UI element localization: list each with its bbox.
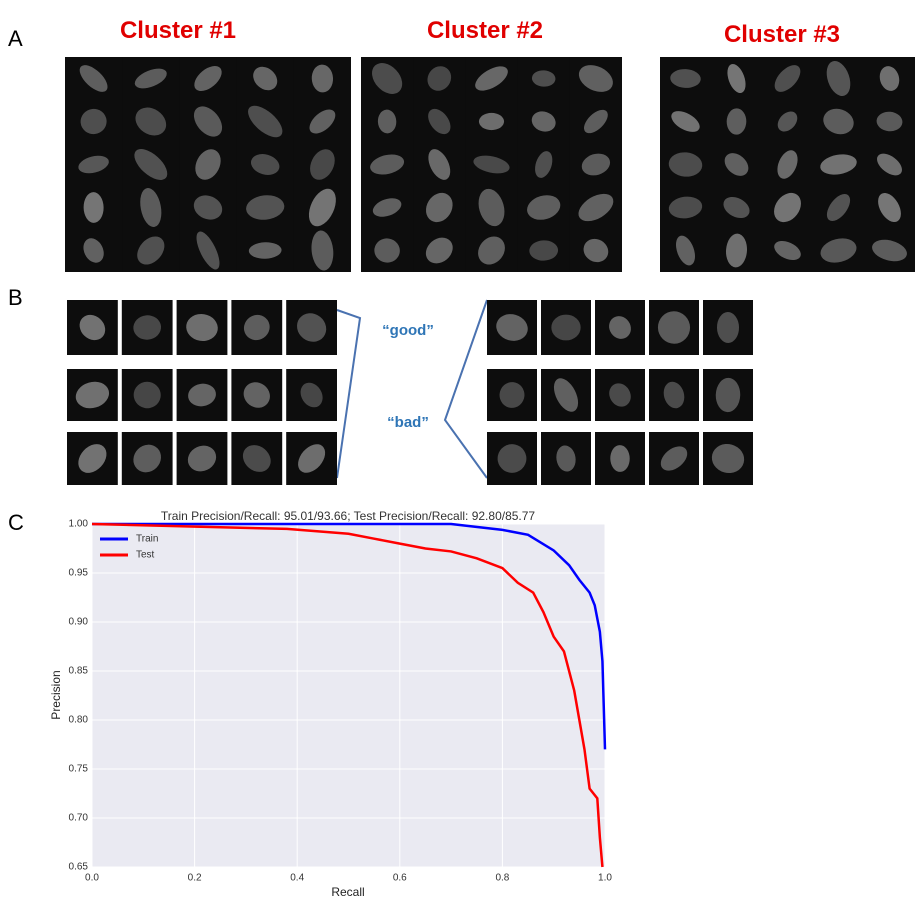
y-tick-label: 0.95 xyxy=(69,568,89,579)
y-tick-label: 0.70 xyxy=(69,813,89,824)
y-tick-label: 0.85 xyxy=(69,666,89,677)
bracket xyxy=(337,310,360,478)
x-tick-label: 0.6 xyxy=(393,873,407,884)
x-tick-label: 1.0 xyxy=(598,873,612,884)
figure: A Cluster #1 Cluster #2 Cluster #3 B “go… xyxy=(0,0,915,899)
y-tick-label: 1.00 xyxy=(69,519,89,530)
bracket xyxy=(445,300,487,478)
cluster-title: Cluster #1 xyxy=(120,17,236,44)
x-tick-label: 0.0 xyxy=(85,873,99,884)
panel-label: C xyxy=(8,510,24,535)
panel-label: A xyxy=(8,26,23,51)
cell-nucleus xyxy=(479,113,504,130)
x-tick-label: 0.8 xyxy=(495,873,509,884)
plot-area xyxy=(92,524,605,867)
y-tick-label: 0.65 xyxy=(69,862,89,873)
panel-label: B xyxy=(8,285,23,310)
bad-label: “bad” xyxy=(387,414,429,431)
y-tick-label: 0.75 xyxy=(69,764,89,775)
good-label: “good” xyxy=(382,322,434,339)
y-tick-label: 0.90 xyxy=(69,617,89,628)
y-tick-label: 0.80 xyxy=(69,715,89,726)
legend-label: Train xyxy=(136,534,158,545)
chart-title: Train Precision/Recall: 95.01/93.66; Tes… xyxy=(161,509,536,523)
cell-nucleus xyxy=(551,315,580,341)
cluster-title: Cluster #2 xyxy=(427,17,543,44)
x-tick-label: 0.4 xyxy=(290,873,304,884)
x-tick-label: 0.2 xyxy=(188,873,202,884)
x-axis-label: Recall xyxy=(331,885,364,899)
cluster-title: Cluster #3 xyxy=(724,21,840,48)
y-axis-label: Precision xyxy=(49,670,63,719)
legend-label: Test xyxy=(136,550,155,561)
